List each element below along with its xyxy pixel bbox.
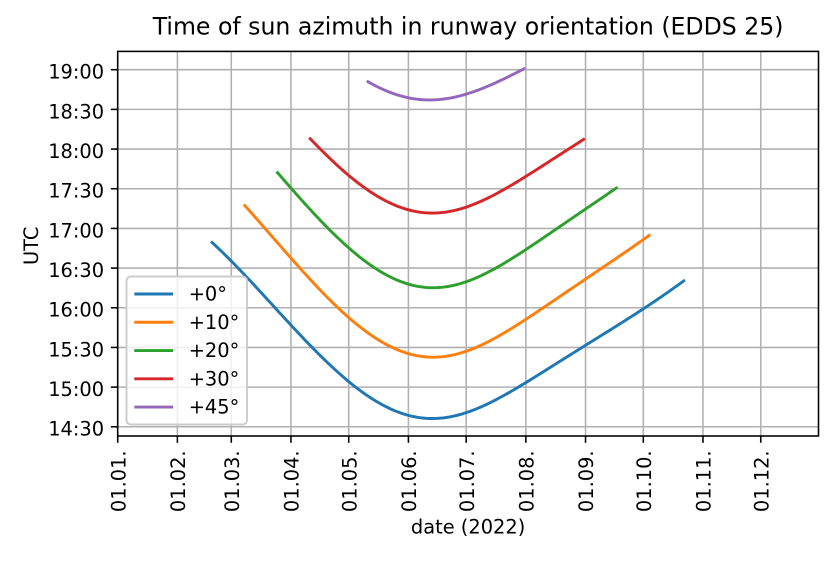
y-tick-labels: 14:30 15:00 15:30 16:00 16:30 17:00 17:30 18:00… [48, 61, 104, 441]
y-tick-label: 15:00 [48, 378, 104, 401]
x-tick-label: 01.12. [750, 450, 773, 512]
x-tick-label: 01.07. [456, 450, 479, 512]
x-tick-label: 01.09. [575, 450, 598, 512]
legend-frame [125, 275, 248, 426]
legend-label-4: +45° [189, 396, 240, 419]
y-tick-label: 18:00 [48, 140, 104, 163]
legend-label-0: +0° [189, 283, 227, 306]
axes-frame [116, 50, 820, 437]
tick-layer [110, 68, 762, 443]
x-tick-label: 01.03. [221, 450, 244, 512]
y-tick-label: 16:30 [48, 259, 104, 282]
x-tick-label: 01.08. [516, 450, 539, 512]
series-layer [209, 66, 686, 420]
y-tick-label: 15:30 [48, 338, 104, 361]
legend-entries: +0° +10° +20° +30° +45° [134, 283, 239, 419]
series-line-2 [275, 170, 619, 290]
legend-label-2: +20° [189, 339, 240, 362]
x-tick-label: 01.01. [107, 450, 130, 512]
y-axis-label: UTC [20, 227, 43, 265]
x-tick-label: 01.04. [281, 450, 304, 512]
x-tick-label: 01.02. [167, 450, 190, 512]
x-tick-label: 01.05. [338, 450, 361, 512]
legend-label-1: +10° [189, 311, 240, 334]
chart-title: Time of sun azimuth in runway orientatio… [152, 13, 784, 41]
x-tick-labels: 01.01. 01.02. 01.03. 01.04. 01.05. 01.06. 01.0… [107, 450, 773, 512]
y-tick-label: 17:30 [48, 180, 104, 203]
x-tick-label: 01.10. [633, 450, 656, 512]
legend-label-3: +30° [189, 367, 240, 390]
y-tick-label: 18:30 [48, 100, 104, 123]
x-axis-label: date (2022) [411, 516, 525, 539]
legend: +0° +10° +20° +30° +45° [125, 275, 248, 426]
y-tick-label: 17:00 [48, 219, 104, 242]
y-tick-label: 16:00 [48, 299, 104, 322]
series-line-3 [308, 136, 586, 215]
series-line-4 [365, 66, 526, 102]
grid-layer [116, 51, 819, 436]
series-line-1 [242, 203, 652, 359]
x-tick-label: 01.06. [398, 450, 421, 512]
y-tick-label: 14:30 [48, 418, 104, 441]
y-tick-label: 19:00 [48, 61, 104, 84]
series-line-0 [209, 240, 686, 420]
x-tick-label: 01.11. [693, 450, 716, 512]
